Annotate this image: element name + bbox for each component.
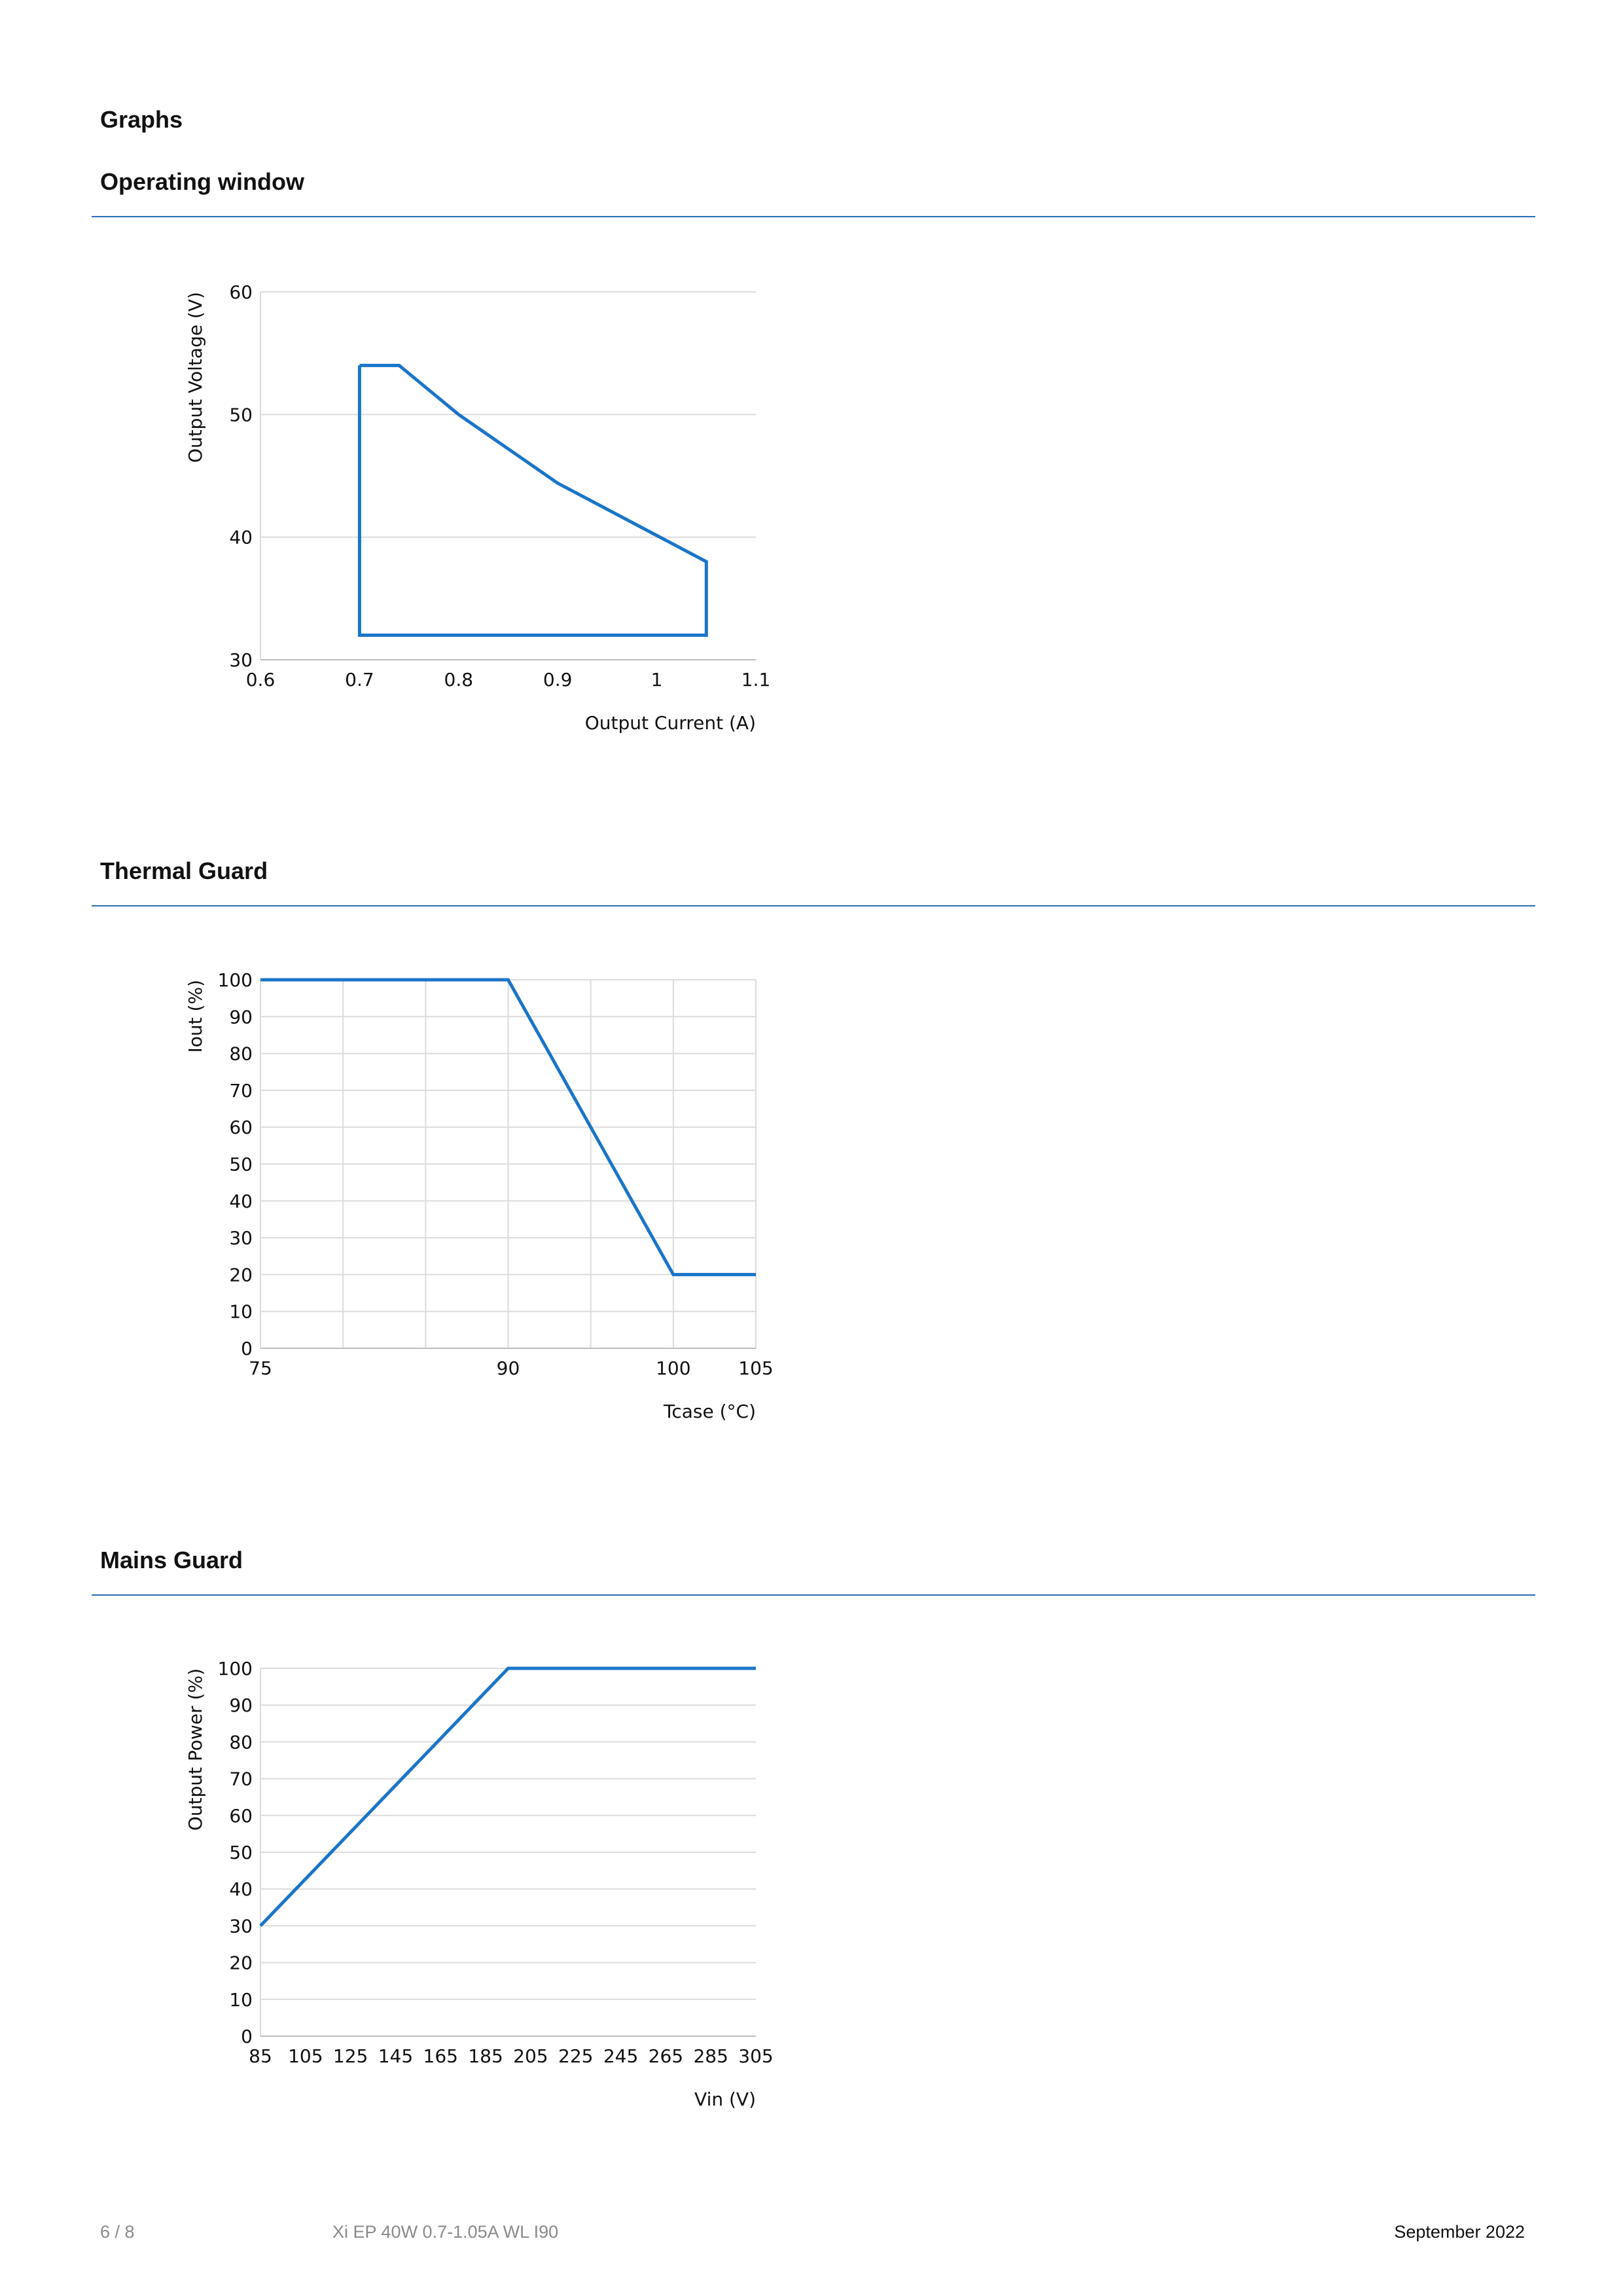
y-tick-label: 60 bbox=[229, 1805, 253, 1827]
x-tick-label: 1 bbox=[651, 669, 663, 691]
y-tick-label: 20 bbox=[229, 1264, 253, 1285]
section-title-mains-guard: Mains Guard bbox=[100, 1547, 243, 1573]
x-axis-title: Vin (V) bbox=[694, 2089, 756, 2110]
footer-page-number: 6 / 8 bbox=[100, 2222, 135, 2242]
x-tick-label: 285 bbox=[693, 2045, 728, 2067]
y-tick-label: 30 bbox=[229, 649, 253, 671]
y-tick-label: 0 bbox=[241, 2026, 253, 2047]
y-tick-label: 90 bbox=[229, 1006, 253, 1028]
y-tick-label: 30 bbox=[229, 1227, 253, 1249]
x-axis-title: Tcase (°C) bbox=[663, 1401, 756, 1422]
section-divider bbox=[92, 1594, 1535, 1596]
section-title-operating-window: Operating window bbox=[100, 168, 304, 195]
y-tick-label: 30 bbox=[229, 1915, 253, 1937]
x-tick-label: 105 bbox=[738, 1357, 773, 1379]
series-line bbox=[259, 1666, 756, 1928]
footer-date: September 2022 bbox=[1394, 2222, 1525, 2242]
x-tick-label: 85 bbox=[249, 2045, 272, 2067]
y-tick-label: 90 bbox=[229, 1695, 253, 1716]
y-tick-label: 70 bbox=[229, 1080, 253, 1102]
page-heading: Graphs bbox=[100, 106, 183, 133]
y-tick-label: 60 bbox=[229, 281, 253, 303]
y-axis-title: Output Voltage (V) bbox=[185, 292, 206, 463]
y-tick-label: 10 bbox=[229, 1989, 253, 2011]
y-tick-label: 40 bbox=[229, 1191, 253, 1212]
x-tick-label: 90 bbox=[497, 1357, 520, 1379]
operating-window-chart: 30 40 50 60 0.6 0.7 0.8 0.9 1 1.1 Output Voltage (… bbox=[185, 281, 771, 734]
footer-product-name: Xi EP 40W 0.7-1.05A WL I90 bbox=[332, 2222, 559, 2242]
y-tick-label: 40 bbox=[229, 1878, 253, 1900]
x-tick-label: 100 bbox=[656, 1357, 690, 1379]
y-tick-label: 40 bbox=[229, 527, 253, 548]
x-tick-label: 75 bbox=[249, 1357, 272, 1379]
mains-guard-chart: 0 10 20 30 40 50 60 70 80 90 100 85 105 125 145 165 185 2… bbox=[185, 1658, 774, 2110]
x-tick-label: 0.9 bbox=[543, 669, 573, 691]
series-line bbox=[357, 363, 708, 637]
x-tick-label: 0.6 bbox=[246, 669, 276, 691]
x-tick-label: 105 bbox=[288, 2045, 323, 2067]
section-divider bbox=[92, 216, 1535, 217]
x-tick-label: 205 bbox=[513, 2045, 548, 2067]
x-tick-label: 265 bbox=[649, 2045, 683, 2067]
y-tick-label: 80 bbox=[229, 1731, 253, 1753]
y-tick-label: 80 bbox=[229, 1043, 253, 1065]
y-axis-title: Output Power (%) bbox=[185, 1668, 206, 1831]
section-divider bbox=[92, 905, 1535, 906]
x-tick-label: 225 bbox=[558, 2045, 593, 2067]
y-tick-label: 50 bbox=[229, 1154, 253, 1175]
y-tick-label: 70 bbox=[229, 1768, 253, 1790]
x-tick-label: 185 bbox=[468, 2045, 503, 2067]
x-tick-label: 305 bbox=[738, 2045, 773, 2067]
x-tick-label: 0.8 bbox=[444, 669, 474, 691]
y-tick-label: 0 bbox=[241, 1338, 253, 1359]
x-tick-label: 165 bbox=[423, 2045, 458, 2067]
x-tick-label: 245 bbox=[603, 2045, 638, 2067]
y-tick-label: 100 bbox=[218, 969, 253, 991]
x-tick-label: 0.7 bbox=[345, 669, 374, 691]
x-tick-label: 1.1 bbox=[741, 669, 771, 691]
series-line bbox=[260, 978, 756, 1276]
thermal-guard-chart: 0 10 20 30 40 50 60 70 80 90 100 75 90 100 105 Iout (%)… bbox=[185, 969, 774, 1422]
y-axis-title: Iout (%) bbox=[185, 980, 206, 1052]
y-tick-label: 20 bbox=[229, 1952, 253, 1974]
x-tick-label: 125 bbox=[333, 2045, 368, 2067]
section-title-thermal-guard: Thermal Guard bbox=[100, 857, 268, 884]
y-tick-label: 50 bbox=[229, 404, 253, 425]
y-tick-label: 60 bbox=[229, 1117, 253, 1138]
x-tick-label: 145 bbox=[378, 2045, 413, 2067]
y-tick-label: 50 bbox=[229, 1842, 253, 1863]
y-tick-label: 100 bbox=[218, 1658, 253, 1679]
y-tick-label: 10 bbox=[229, 1301, 253, 1323]
x-axis-title: Output Current (A) bbox=[585, 712, 756, 734]
